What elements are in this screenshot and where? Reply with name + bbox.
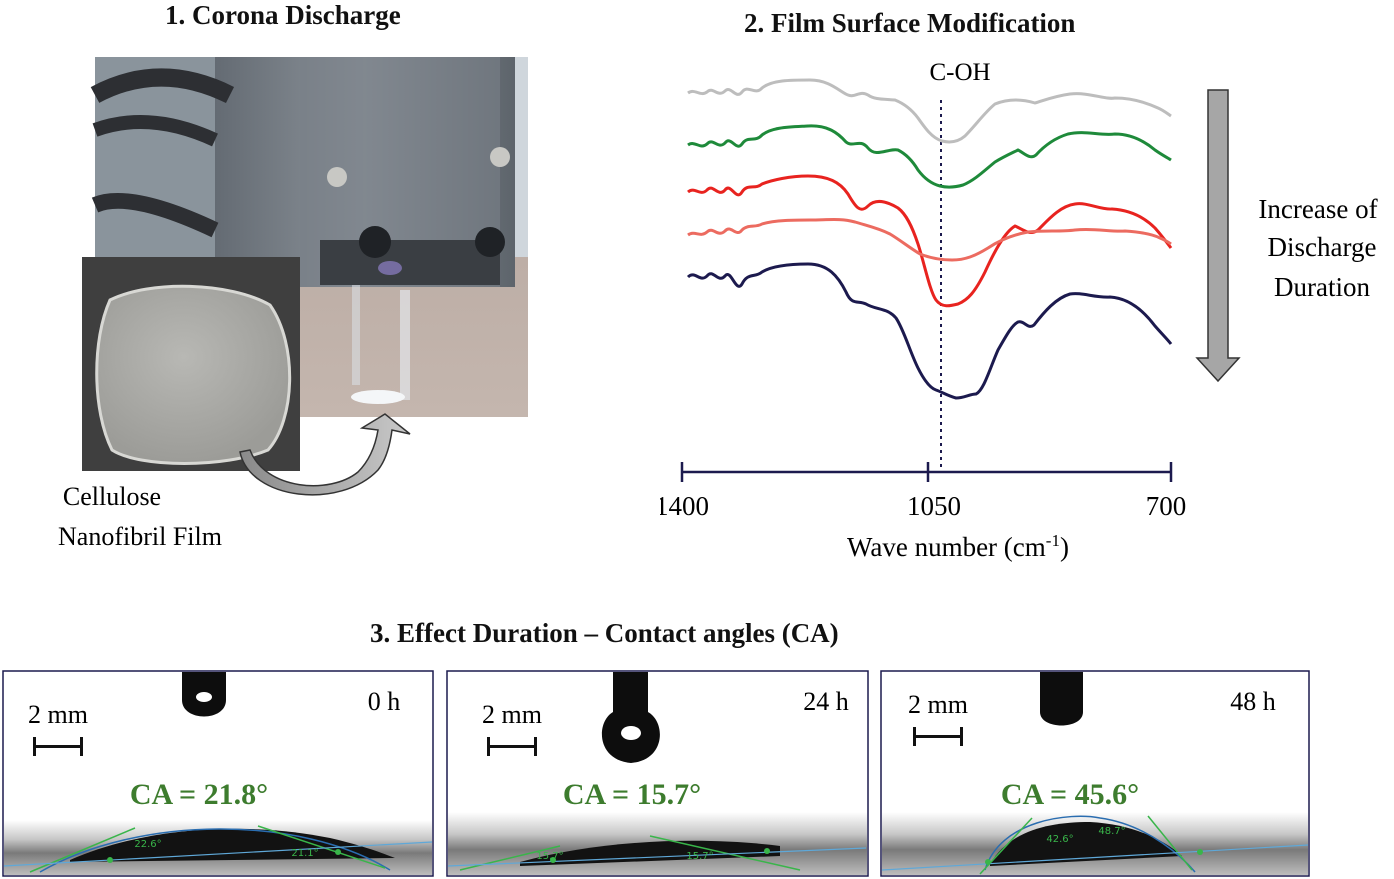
panel1-title: 1. Corona Discharge (165, 0, 401, 30)
time-label: 24 h (803, 687, 849, 716)
left-angle-label: 15.7° (536, 851, 563, 862)
contact-angle-panel: 2 mm 0 h CA = 21.8° 22.6° 21.1° 2 mm 24 … (2, 670, 1310, 877)
x-axis-label-end: ) (1060, 532, 1069, 562)
arrow-label-line1: Increase of (1258, 194, 1377, 224)
corona-discharge-panel: Cellulose Nanofibril Film (58, 57, 528, 551)
ftir-spectra-panel: C-OH 1400 1050 700 Wave number (cm-1) In… (660, 59, 1378, 562)
panel2-title: 2. Film Surface Modification (744, 8, 1076, 38)
time-label: 48 h (1230, 687, 1276, 716)
spectrum-series-2 (687, 124, 1172, 189)
contact-angle-value: CA = 45.6° (1001, 778, 1139, 811)
cellulose-film-photo (82, 257, 300, 471)
spectrum-series-1 (687, 78, 1172, 144)
contact-angle-value: CA = 21.8° (130, 778, 268, 811)
arrow-label-line3: Duration (1274, 272, 1370, 302)
arrow-label-line2: Discharge (1268, 232, 1377, 262)
scale-bar-label: 2 mm (28, 700, 88, 729)
contact-angle-value: CA = 15.7° (563, 778, 701, 811)
left-angle-label: 42.6° (1046, 834, 1073, 845)
syringe-needle (601, 672, 660, 763)
corona-machine-photo (90, 57, 528, 417)
contact-angle-frame-24h (446, 670, 869, 877)
x-axis-label: Wave number (cm-1) (847, 531, 1069, 562)
film-label-line1: Cellulose (63, 482, 161, 511)
right-angle-label: 21.1° (291, 848, 318, 859)
film-label-line2: Nanofibril Film (58, 522, 222, 551)
contact-angle-frame-48h (880, 670, 1310, 877)
x-tick-label: 1050 (907, 491, 961, 521)
syringe-needle (1040, 672, 1083, 726)
left-angle-label: 22.6° (134, 839, 161, 850)
panel3-title: 3. Effect Duration – Contact angles (CA) (370, 618, 839, 648)
x-axis-label-sup: -1 (1046, 531, 1060, 550)
scale-bar-label: 2 mm (908, 690, 968, 719)
right-angle-label: 15.7° (686, 851, 713, 862)
spectrum-series-4 (687, 218, 1172, 262)
spectrum-series-5 (686, 262, 1173, 400)
scale-bar-label: 2 mm (482, 700, 542, 729)
droplet (70, 828, 395, 862)
x-tick-label: 700 (1146, 491, 1187, 521)
right-angle-label: 48.7° (1098, 826, 1125, 837)
curved-arrow (239, 413, 411, 496)
x-axis-label-text: Wave number (cm (847, 532, 1046, 562)
discharge-duration-arrow (1195, 89, 1241, 383)
x-tick-label: 1400 (660, 491, 709, 521)
peak-label: C-OH (929, 59, 990, 86)
spectrum-series-3 (687, 174, 1173, 308)
time-label: 0 h (368, 687, 401, 716)
contact-angle-frame-0h (2, 670, 434, 877)
x-axis (680, 462, 1173, 482)
